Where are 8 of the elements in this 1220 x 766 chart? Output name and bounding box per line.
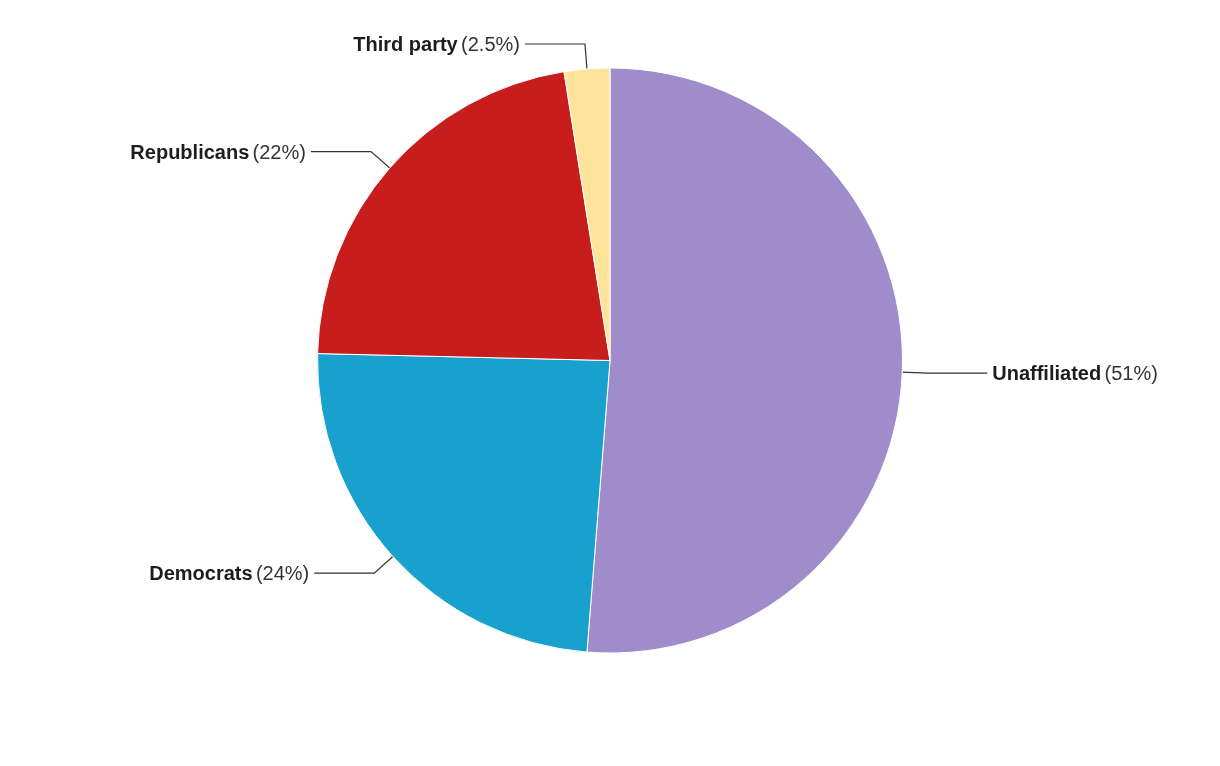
data-label: (22%) xyxy=(252,140,306,163)
slice-label: Republicans xyxy=(130,140,250,163)
slice-label: Third party xyxy=(353,32,459,55)
slice-label: Democrats xyxy=(149,562,253,585)
data-label: (51%) xyxy=(1104,362,1158,385)
data-label: (2.5%) xyxy=(461,32,520,55)
slice-label: Unaffiliated xyxy=(992,362,1102,385)
data-label: (24%) xyxy=(255,562,310,585)
